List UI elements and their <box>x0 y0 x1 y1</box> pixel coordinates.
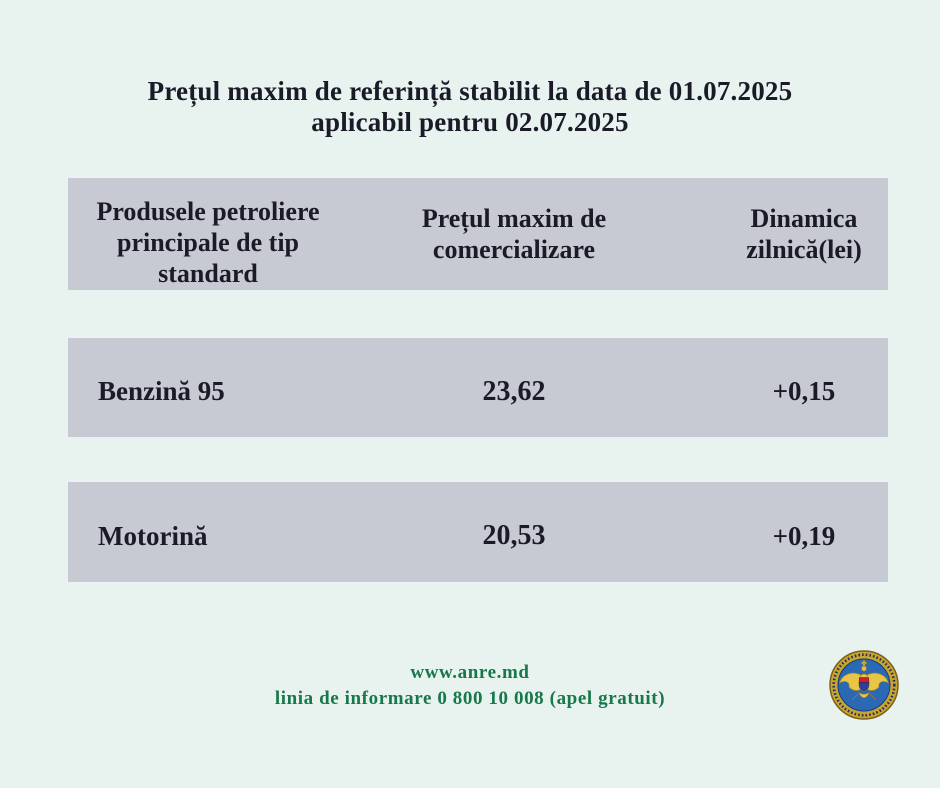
column-header-products: Produsele petroliere principale de tip s… <box>96 196 320 288</box>
page-title: Prețul maxim de referință stabilit la da… <box>0 76 940 138</box>
anre-state-seal-logo <box>829 650 899 720</box>
title-line-2: aplicabil pentru 02.07.2025 <box>311 107 629 137</box>
table-row-motorina: Motorină 20,53 +0,19 <box>68 482 888 582</box>
footer: www.anre.md linia de informare 0 800 10 … <box>0 660 940 712</box>
daily-dynamic-value: +0,19 <box>772 520 836 551</box>
column-header-daily-dynamic: Dinamica zilnică(lei) <box>746 204 862 264</box>
table-header-row: Produsele petroliere principale de tip s… <box>68 178 888 290</box>
product-name: Motorină <box>98 520 208 551</box>
max-price-value: 23,62 <box>482 375 546 407</box>
table-row-benzina-95: Benzină 95 23,62 +0,15 <box>68 338 888 437</box>
max-price-value: 20,53 <box>482 520 546 551</box>
title-line-1: Prețul maxim de referință stabilit la da… <box>147 76 793 106</box>
info-phone-line: linia de informare 0 800 10 008 (apel gr… <box>274 688 666 709</box>
column-header-max-price: Prețul maxim de comercializare <box>421 204 607 264</box>
product-name: Benzină 95 <box>98 376 225 406</box>
daily-dynamic-value: +0,15 <box>772 376 836 406</box>
website-url: www.anre.md <box>410 662 530 683</box>
